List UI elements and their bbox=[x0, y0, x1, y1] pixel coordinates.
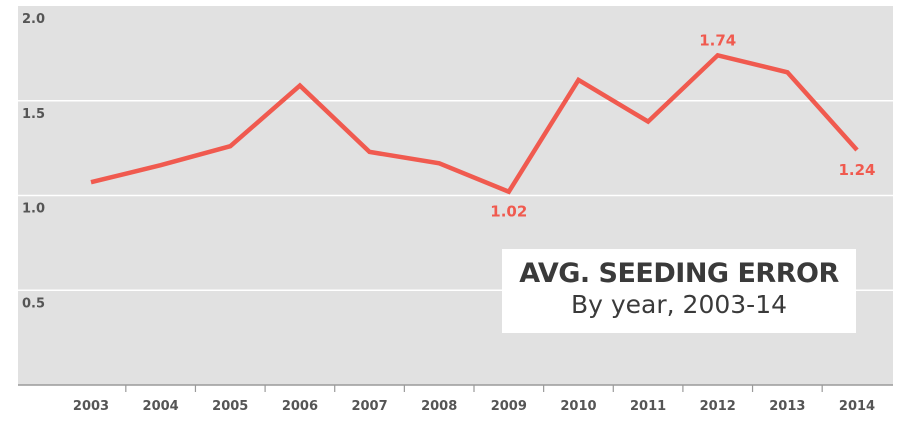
x-axis: 2003 2004 2005 2006 2007 2008 2009 2010 2011 2012… bbox=[18, 384, 893, 414]
chart-title: AVG. SEEDING ERROR bbox=[519, 258, 839, 289]
x-tick-label: 2012 bbox=[700, 399, 736, 414]
x-tick-label: 2011 bbox=[630, 399, 666, 414]
chart-title-box: AVG. SEEDING ERROR By year, 2003-14 bbox=[502, 249, 856, 333]
y-tick-label: 0.5 bbox=[22, 296, 45, 311]
y-axis-ticks: 2.0 1.5 1.0 0.5 bbox=[22, 12, 45, 311]
data-label: 1.24 bbox=[838, 161, 875, 179]
x-tick-label: 2007 bbox=[351, 399, 387, 414]
series bbox=[90, 52, 859, 195]
chart-subtitle: By year, 2003-14 bbox=[570, 290, 787, 319]
x-tick-label: 2008 bbox=[421, 399, 457, 414]
series-line bbox=[90, 52, 859, 195]
x-tick-label: 2014 bbox=[839, 399, 875, 414]
x-tick-label: 2006 bbox=[282, 399, 318, 414]
data-label: 1.74 bbox=[699, 31, 736, 49]
x-tick-label: 2013 bbox=[769, 399, 805, 414]
x-tick-label: 2004 bbox=[143, 399, 179, 414]
x-tick-label: 2010 bbox=[560, 399, 596, 414]
x-tick-label: 2009 bbox=[491, 399, 527, 414]
y-tick-label: 1.0 bbox=[22, 202, 45, 217]
y-tick-label: 1.5 bbox=[22, 107, 45, 122]
y-tick-label: 2.0 bbox=[22, 12, 45, 27]
x-tick-label: 2003 bbox=[73, 399, 109, 414]
data-labels: 1.02 1.74 1.24 bbox=[490, 31, 875, 220]
data-label: 1.02 bbox=[490, 203, 527, 221]
x-tick-label: 2005 bbox=[212, 399, 248, 414]
